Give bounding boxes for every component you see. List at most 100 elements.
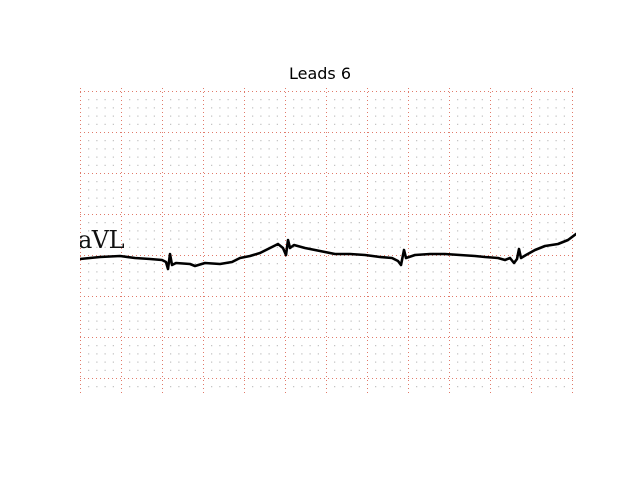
grid-dot bbox=[522, 353, 524, 355]
grid-dot bbox=[309, 386, 311, 388]
grid-dot bbox=[301, 156, 303, 158]
grid-dot bbox=[235, 287, 237, 289]
grid-dot bbox=[350, 320, 352, 322]
grid-dot bbox=[293, 230, 295, 232]
grid-dot bbox=[219, 238, 221, 240]
grid-dot bbox=[252, 181, 254, 183]
grid-dot bbox=[268, 205, 270, 207]
grid-dot bbox=[276, 115, 278, 117]
grid-dot bbox=[424, 328, 426, 330]
grid-dot bbox=[276, 107, 278, 109]
grid-dot bbox=[334, 386, 336, 388]
grid-dot bbox=[522, 164, 524, 166]
grid-dot bbox=[145, 386, 147, 388]
grid-dot bbox=[555, 369, 557, 371]
grid-dot bbox=[186, 230, 188, 232]
grid-dot bbox=[219, 205, 221, 207]
grid-dot bbox=[129, 115, 131, 117]
grid-dot bbox=[317, 230, 319, 232]
grid-dot bbox=[416, 246, 418, 248]
grid-dot bbox=[88, 107, 90, 109]
grid-dot bbox=[309, 140, 311, 142]
grid-dot bbox=[186, 140, 188, 142]
grid-dot bbox=[514, 156, 516, 158]
grid-dot bbox=[219, 361, 221, 363]
grid-dot bbox=[391, 279, 393, 281]
grid-dot bbox=[481, 246, 483, 248]
grid-dot bbox=[268, 271, 270, 273]
grid-dot bbox=[391, 238, 393, 240]
grid-dot bbox=[227, 386, 229, 388]
grid-dot bbox=[170, 197, 172, 199]
grid-dot bbox=[153, 279, 155, 281]
grid-dot bbox=[194, 156, 196, 158]
grid-dot bbox=[317, 328, 319, 330]
grid-dot bbox=[317, 246, 319, 248]
grid-dot bbox=[301, 140, 303, 142]
grid-dot bbox=[129, 123, 131, 125]
grid-dot bbox=[457, 205, 459, 207]
grid-dot bbox=[391, 156, 393, 158]
grid-dot bbox=[252, 230, 254, 232]
grid-dot bbox=[227, 353, 229, 355]
grid-dot bbox=[112, 287, 114, 289]
grid-dot bbox=[112, 312, 114, 314]
grid-dot bbox=[219, 181, 221, 183]
grid-dot bbox=[88, 361, 90, 363]
grid-dot bbox=[194, 328, 196, 330]
grid-dot bbox=[350, 353, 352, 355]
grid-dot bbox=[309, 222, 311, 224]
grid-dot bbox=[219, 99, 221, 101]
grid-dot bbox=[498, 271, 500, 273]
grid-dot bbox=[473, 230, 475, 232]
grid-dot bbox=[301, 123, 303, 125]
grid-dot bbox=[301, 304, 303, 306]
grid-dot bbox=[219, 107, 221, 109]
grid-dot bbox=[481, 123, 483, 125]
grid-dot bbox=[424, 238, 426, 240]
grid-dot bbox=[399, 279, 401, 281]
grid-dot bbox=[276, 148, 278, 150]
grid-dot bbox=[522, 246, 524, 248]
grid-dot bbox=[506, 312, 508, 314]
grid-dot bbox=[260, 140, 262, 142]
grid-dot bbox=[506, 361, 508, 363]
grid-dot bbox=[391, 345, 393, 347]
grid-dot bbox=[498, 164, 500, 166]
grid-dot bbox=[252, 369, 254, 371]
grid-dot bbox=[260, 230, 262, 232]
grid-dot bbox=[440, 312, 442, 314]
grid-dot bbox=[473, 345, 475, 347]
grid-dot bbox=[186, 238, 188, 240]
grid-dot bbox=[219, 369, 221, 371]
grid-dot bbox=[112, 148, 114, 150]
grid-dot bbox=[317, 345, 319, 347]
grid-dot bbox=[112, 123, 114, 125]
grid-dot bbox=[522, 115, 524, 117]
grid-dot bbox=[211, 279, 213, 281]
grid-dot bbox=[399, 328, 401, 330]
grid-dot bbox=[383, 386, 385, 388]
grid-dot bbox=[350, 238, 352, 240]
grid-dot bbox=[465, 107, 467, 109]
grid-dot bbox=[268, 123, 270, 125]
grid-dot bbox=[88, 279, 90, 281]
grid-dot bbox=[170, 148, 172, 150]
grid-dot bbox=[342, 304, 344, 306]
grid-dot bbox=[137, 304, 139, 306]
grid-dot bbox=[170, 230, 172, 232]
grid-dot bbox=[539, 345, 541, 347]
grid-dot bbox=[235, 271, 237, 273]
grid-dot bbox=[358, 222, 360, 224]
grid-dot bbox=[309, 312, 311, 314]
grid-dot bbox=[481, 140, 483, 142]
grid-dot bbox=[514, 107, 516, 109]
grid-dot bbox=[481, 197, 483, 199]
grid-dot bbox=[432, 361, 434, 363]
grid-dot bbox=[170, 107, 172, 109]
grid-dot bbox=[350, 99, 352, 101]
grid-dot bbox=[178, 164, 180, 166]
grid-dot bbox=[383, 140, 385, 142]
grid-dot bbox=[276, 222, 278, 224]
grid-dot bbox=[178, 328, 180, 330]
